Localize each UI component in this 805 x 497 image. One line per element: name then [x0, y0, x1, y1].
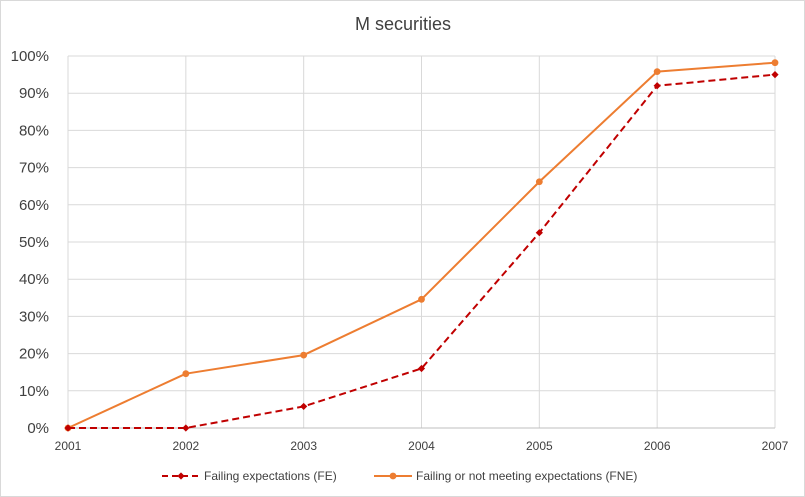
x-tick-label: 2006 [644, 439, 671, 453]
data-point [182, 424, 190, 432]
legend: Failing expectations (FE) Failing or not … [162, 469, 637, 483]
series-lines [64, 59, 779, 432]
x-tick-label: 2003 [290, 439, 317, 453]
chart-title: M securities [355, 14, 451, 34]
data-point [653, 82, 661, 90]
data-point [300, 402, 308, 411]
gridlines [67, 55, 776, 429]
data-point [653, 68, 661, 76]
y-tick-label: 10% [19, 383, 49, 400]
y-tick-label: 80% [19, 122, 49, 139]
data-point [535, 229, 543, 237]
x-tick-label: 2007 [762, 439, 789, 453]
y-tick-label: 60% [19, 197, 49, 214]
data-point [771, 71, 779, 79]
legend-item: Failing or not meeting expectations (FNE… [374, 469, 637, 483]
series-0 [64, 71, 779, 432]
x-tick-label: 2002 [172, 439, 199, 453]
data-point [64, 424, 72, 432]
data-point [300, 351, 308, 359]
y-tick-label: 40% [19, 271, 49, 288]
series-1 [64, 59, 779, 432]
y-tick-label: 0% [27, 420, 49, 437]
legend-item: Failing expectations (FE) [162, 469, 337, 483]
y-tick-label: 100% [11, 48, 49, 65]
y-tick-label: 90% [19, 85, 49, 102]
x-tick-label: 2005 [526, 439, 553, 453]
legend-marker [389, 472, 397, 480]
data-point [418, 295, 425, 303]
legend-marker [177, 472, 185, 480]
data-point [182, 370, 190, 378]
y-tick-label: 50% [19, 234, 49, 251]
legend-label: Failing or not meeting expectations (FNE… [416, 469, 637, 483]
y-tick-label: 20% [19, 346, 49, 363]
data-point [771, 59, 779, 67]
data-point [417, 364, 426, 373]
x-tick-label: 2001 [55, 439, 82, 453]
y-tick-label: 30% [19, 308, 49, 325]
y-tick-label: 70% [19, 160, 49, 177]
axis-labels: 0% 10% 20% 30% 40% 50% 60% 70% 80% 90% 100% 2001 200… [11, 48, 789, 453]
data-point [535, 178, 543, 186]
x-tick-label: 2004 [408, 439, 435, 453]
legend-label: Failing expectations (FE) [204, 469, 337, 483]
